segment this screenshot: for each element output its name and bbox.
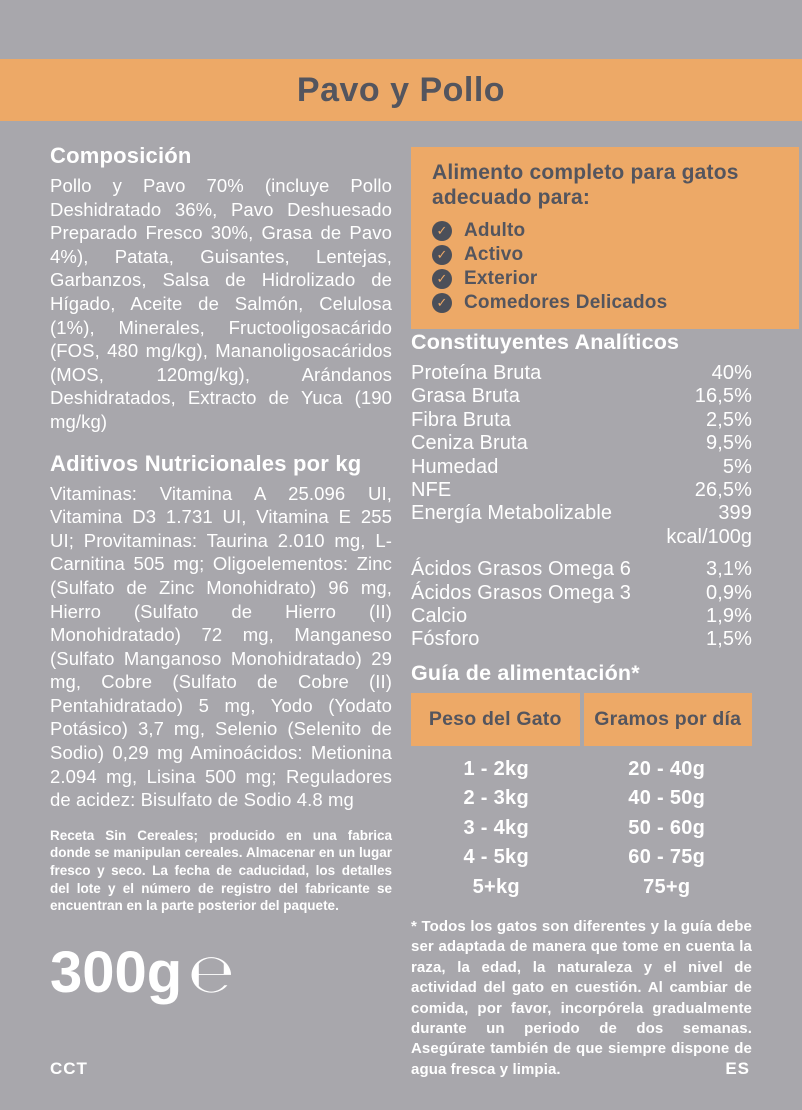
feeding-cell-weight: 3 - 4kg bbox=[463, 816, 529, 839]
analytical-value: 9,5% bbox=[706, 432, 752, 455]
left-column: Composición Pollo y Pavo 70% (incluye Po… bbox=[50, 143, 392, 1006]
analytical-row: NFE 26,5% bbox=[411, 479, 752, 502]
analytical-label: Grasa Bruta bbox=[411, 385, 520, 408]
analytical-row: Fósforo 1,5% bbox=[411, 628, 752, 651]
feeding-row: 5+kg 75+g bbox=[411, 873, 752, 902]
feeding-header-cell-weight: Peso del Gato bbox=[411, 693, 580, 746]
suitability-item-label: Comedores Delicados bbox=[464, 292, 668, 313]
suitability-item-label: Adulto bbox=[464, 220, 526, 241]
analytical-rows: Proteína Bruta 40% Grasa Bruta 16,5% Fib… bbox=[411, 362, 752, 526]
suitability-item: ✓ Activo bbox=[432, 243, 779, 267]
analytical-label: Ácidos Grasos Omega 3 bbox=[411, 581, 631, 604]
suitability-item: ✓ Adulto bbox=[432, 219, 779, 243]
composition-heading: Composición bbox=[50, 143, 192, 168]
analytical-row: Ceniza Bruta 9,5% bbox=[411, 432, 752, 455]
analytical-row: Fibra Bruta 2,5% bbox=[411, 409, 752, 432]
analytical-row: Grasa Bruta 16,5% bbox=[411, 385, 752, 408]
analytical-label: Ceniza Bruta bbox=[411, 432, 528, 455]
feeding-cell-grams: 60 - 75g bbox=[628, 846, 706, 869]
net-weight-value: 300g bbox=[50, 939, 183, 1005]
feeding-guide-header: Peso del Gato Gramos por día bbox=[411, 693, 752, 746]
analytical-label: Humedad bbox=[411, 455, 499, 478]
suitability-list: ✓ Adulto ✓ Activo ✓ Exterior ✓ Comedores… bbox=[432, 219, 779, 315]
product-title: Pavo y Pollo bbox=[296, 70, 506, 109]
analytical-row: Energía Metabolizable 399 bbox=[411, 502, 752, 525]
analytical-label: Fibra Bruta bbox=[411, 408, 512, 431]
analytical-value: 40% bbox=[711, 362, 752, 384]
feeding-cell-weight: 2 - 3kg bbox=[463, 787, 529, 810]
analytical-value: 16,5% bbox=[694, 385, 752, 408]
analytical-value: 2,5% bbox=[706, 408, 752, 431]
check-circle-icon: ✓ bbox=[432, 221, 452, 241]
language-code: ES bbox=[725, 1059, 750, 1078]
feeding-cell-weight: 5+kg bbox=[472, 875, 520, 898]
estimated-sign: ℮ bbox=[188, 941, 235, 1005]
batch-code: CCT bbox=[50, 1059, 88, 1078]
analytical-row: Calcio 1,9% bbox=[411, 605, 752, 628]
storage-note: Receta Sin Cereales; producido en una fa… bbox=[50, 827, 392, 914]
feeding-cell-grams: 20 - 40g bbox=[628, 758, 706, 780]
analytical-row: Ácidos Grasos Omega 6 3,1% bbox=[411, 558, 752, 581]
analytical-label: NFE bbox=[411, 479, 452, 502]
analytical-value: 1,9% bbox=[706, 605, 752, 628]
feeding-guide-section: Guía de alimentación* Peso del Gato Gram… bbox=[411, 661, 752, 1080]
analytical-row: Ácidos Grasos Omega 3 0,9% bbox=[411, 582, 752, 605]
analytical-row: Humedad 5% bbox=[411, 456, 752, 479]
check-circle-icon: ✓ bbox=[432, 269, 452, 289]
feeding-footnote: * Todos los gatos son diferentes y la gu… bbox=[411, 918, 752, 1078]
analytical-value: 5% bbox=[722, 455, 752, 478]
analytical-value: 26,5% bbox=[694, 479, 752, 502]
additives-text: Vitaminas: Vitamina A 25.096 UI, Vitamin… bbox=[50, 482, 392, 811]
feeding-row: 4 - 5kg 60 - 75g bbox=[411, 843, 752, 872]
feeding-row: 2 - 3kg 40 - 50g bbox=[411, 784, 752, 813]
feeding-header-cell-grams: Gramos por día bbox=[583, 693, 752, 746]
analytical-rows-secondary: Ácidos Grasos Omega 6 3,1% Ácidos Grasos… bbox=[411, 558, 752, 652]
check-circle-icon: ✓ bbox=[432, 245, 452, 265]
feeding-guide-rows: 1 - 2kg 20 - 40g 2 - 3kg 40 - 50g 3 - 4k… bbox=[411, 755, 752, 902]
additives-section: Aditivos Nutricionales por kg Vitaminas:… bbox=[50, 451, 392, 812]
analytical-label: Calcio bbox=[411, 605, 468, 628]
suitability-item: ✓ Comedores Delicados bbox=[432, 291, 779, 315]
analytical-row: Proteína Bruta 40% bbox=[411, 362, 752, 385]
suitability-heading: Alimento completo para gatos adecuado pa… bbox=[432, 161, 739, 209]
analytical-value: 3,1% bbox=[706, 558, 752, 581]
suitability-item-label: Exterior bbox=[464, 268, 538, 289]
analytical-label: Proteína Bruta bbox=[411, 362, 542, 384]
feeding-row: 1 - 2kg 20 - 40g bbox=[411, 755, 752, 784]
analytical-value: 1,5% bbox=[706, 628, 752, 651]
feeding-cell-grams: 50 - 60g bbox=[628, 816, 706, 839]
feeding-guide-heading: Guía de alimentación* bbox=[411, 661, 640, 685]
feeding-row: 3 - 4kg 50 - 60g bbox=[411, 814, 752, 843]
analytical-label: Ácidos Grasos Omega 6 bbox=[411, 558, 631, 581]
energy-unit: kcal/100g bbox=[666, 525, 752, 548]
composition-section: Composición Pollo y Pavo 70% (incluye Po… bbox=[50, 143, 392, 434]
analytical-label: Energía Metabolizable bbox=[411, 502, 613, 525]
net-weight: 300g ℮ bbox=[50, 939, 392, 1006]
feeding-cell-weight: 4 - 5kg bbox=[463, 846, 529, 869]
header-band: Pavo y Pollo bbox=[0, 59, 802, 121]
additives-heading: Aditivos Nutricionales por kg bbox=[50, 450, 362, 476]
suitability-item-label: Activo bbox=[464, 244, 524, 265]
analytical-heading: Constituyentes Analíticos bbox=[411, 330, 680, 354]
analytical-label: Fósforo bbox=[411, 628, 480, 651]
suitability-item: ✓ Exterior bbox=[432, 267, 779, 291]
suitability-box: Alimento completo para gatos adecuado pa… bbox=[411, 147, 799, 329]
composition-text: Pollo y Pavo 70% (incluye Pollo Deshidra… bbox=[50, 175, 392, 432]
feeding-cell-grams: 75+g bbox=[643, 875, 691, 898]
analytical-section: Constituyentes Analíticos Proteína Bruta… bbox=[411, 330, 752, 652]
analytical-value: 0,9% bbox=[706, 581, 752, 604]
analytical-value: 399 bbox=[718, 502, 752, 525]
feeding-cell-grams: 40 - 50g bbox=[628, 787, 706, 810]
check-circle-icon: ✓ bbox=[432, 293, 452, 313]
feeding-cell-weight: 1 - 2kg bbox=[463, 758, 529, 780]
